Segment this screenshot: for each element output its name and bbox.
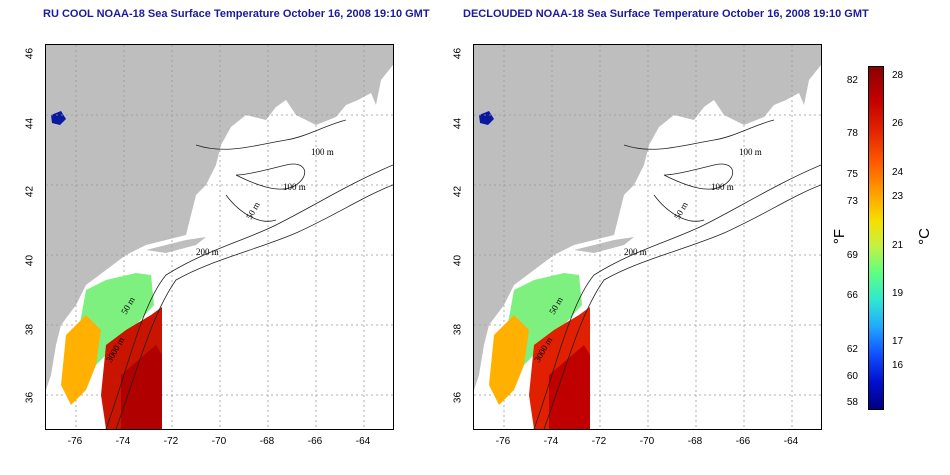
right-lon-tick-70: -70 (639, 436, 655, 447)
right-lon-tick-72: -72 (591, 436, 607, 447)
left-lon-tick-68: -68 (259, 436, 275, 447)
left-lon-tick-64: -64 (355, 436, 371, 447)
f-tick-75: 75 (846, 169, 858, 180)
sst-hot-region (549, 345, 590, 429)
f-tick-60: 60 (846, 371, 858, 382)
c-tick-17: 17 (892, 336, 904, 347)
c-tick-16: 16 (892, 360, 904, 371)
contour-label-100m-a: 100 m (311, 147, 334, 157)
c-tick-24: 24 (892, 167, 904, 178)
sst-mid-region (61, 315, 101, 405)
left-lat-tick-40: 40 (24, 254, 36, 267)
c-tick-23: 23 (892, 191, 904, 202)
f-tick-82: 82 (846, 75, 858, 86)
left-lon-tick-72: -72 (163, 436, 179, 447)
celsius-unit-label: °C (915, 228, 933, 245)
left-lat-tick-38: 38 (24, 323, 36, 336)
nova-scotia (296, 65, 381, 115)
lake-patch (51, 111, 66, 125)
f-tick-73: 73 (846, 196, 858, 207)
contour-label-200m: 200 m (624, 247, 647, 257)
left-lat-tick-36: 36 (24, 391, 36, 404)
sst-mid-region (489, 315, 529, 405)
bathymetry-contours (533, 119, 821, 429)
f-tick-62: 62 (846, 344, 858, 355)
lake-patch (479, 111, 494, 125)
c-tick-28: 28 (892, 70, 904, 81)
f-tick-58: 58 (846, 397, 858, 408)
left-lon-tick-76: -76 (67, 436, 83, 447)
land-mass (474, 45, 821, 390)
right-lat-tick-42: 42 (452, 185, 464, 198)
right-lon-tick-76: -76 (495, 436, 511, 447)
c-tick-19: 19 (892, 288, 904, 299)
left-map-title: RU COOL NOAA-18 Sea Surface Temperature … (43, 8, 430, 20)
right-lat-tick-44: 44 (452, 117, 464, 130)
c-tick-21: 21 (892, 240, 904, 251)
right-lat-tick-40: 40 (452, 254, 464, 267)
nova-scotia (724, 65, 809, 115)
sst-hot-region (121, 345, 162, 429)
contour-label-100m-a: 100 m (739, 147, 762, 157)
right-sst-map[interactable]: 100 m 100 m 50 m 200 m 50 m 3000 m (473, 44, 822, 430)
right-lat-tick-46: 46 (452, 47, 464, 60)
left-lat-tick-44: 44 (24, 117, 36, 130)
contour-label-50m-a: 50 m (672, 200, 690, 221)
right-lon-tick-66: -66 (735, 436, 751, 447)
left-lat-tick-46: 46 (24, 47, 36, 60)
left-lat-tick-42: 42 (24, 185, 36, 198)
fahrenheit-unit-label: °F (831, 228, 849, 245)
c-tick-26: 26 (892, 118, 904, 129)
right-lat-tick-36: 36 (452, 391, 464, 404)
left-lon-tick-66: -66 (307, 436, 323, 447)
left-sst-map[interactable]: 100 m 100 m 50 m 200 m 50 m 3000 m (45, 44, 394, 430)
temperature-colorbar (868, 66, 884, 410)
f-tick-69: 69 (846, 250, 858, 261)
right-lat-tick-38: 38 (452, 323, 464, 336)
contour-label-50m-a: 50 m (244, 200, 262, 221)
bathymetry-contours (105, 119, 393, 429)
right-lon-tick-68: -68 (687, 436, 703, 447)
right-lon-tick-64: -64 (783, 436, 799, 447)
f-tick-78: 78 (846, 128, 858, 139)
right-lon-tick-74: -74 (543, 436, 559, 447)
right-map-canvas: 100 m 100 m 50 m 200 m 50 m 3000 m (474, 45, 821, 429)
right-map-title: DECLOUDED NOAA-18 Sea Surface Temperatur… (463, 8, 869, 20)
long-island (146, 237, 206, 253)
long-island (574, 237, 634, 253)
land-mass (46, 45, 393, 390)
f-tick-66: 66 (846, 290, 858, 301)
contour-label-100m-b: 100 m (283, 182, 306, 192)
left-lon-tick-74: -74 (115, 436, 131, 447)
contour-label-200m: 200 m (196, 247, 219, 257)
left-lon-tick-70: -70 (211, 436, 227, 447)
contour-label-100m-b: 100 m (711, 182, 734, 192)
left-map-canvas: 100 m 100 m 50 m 200 m 50 m 3000 m (46, 45, 393, 429)
